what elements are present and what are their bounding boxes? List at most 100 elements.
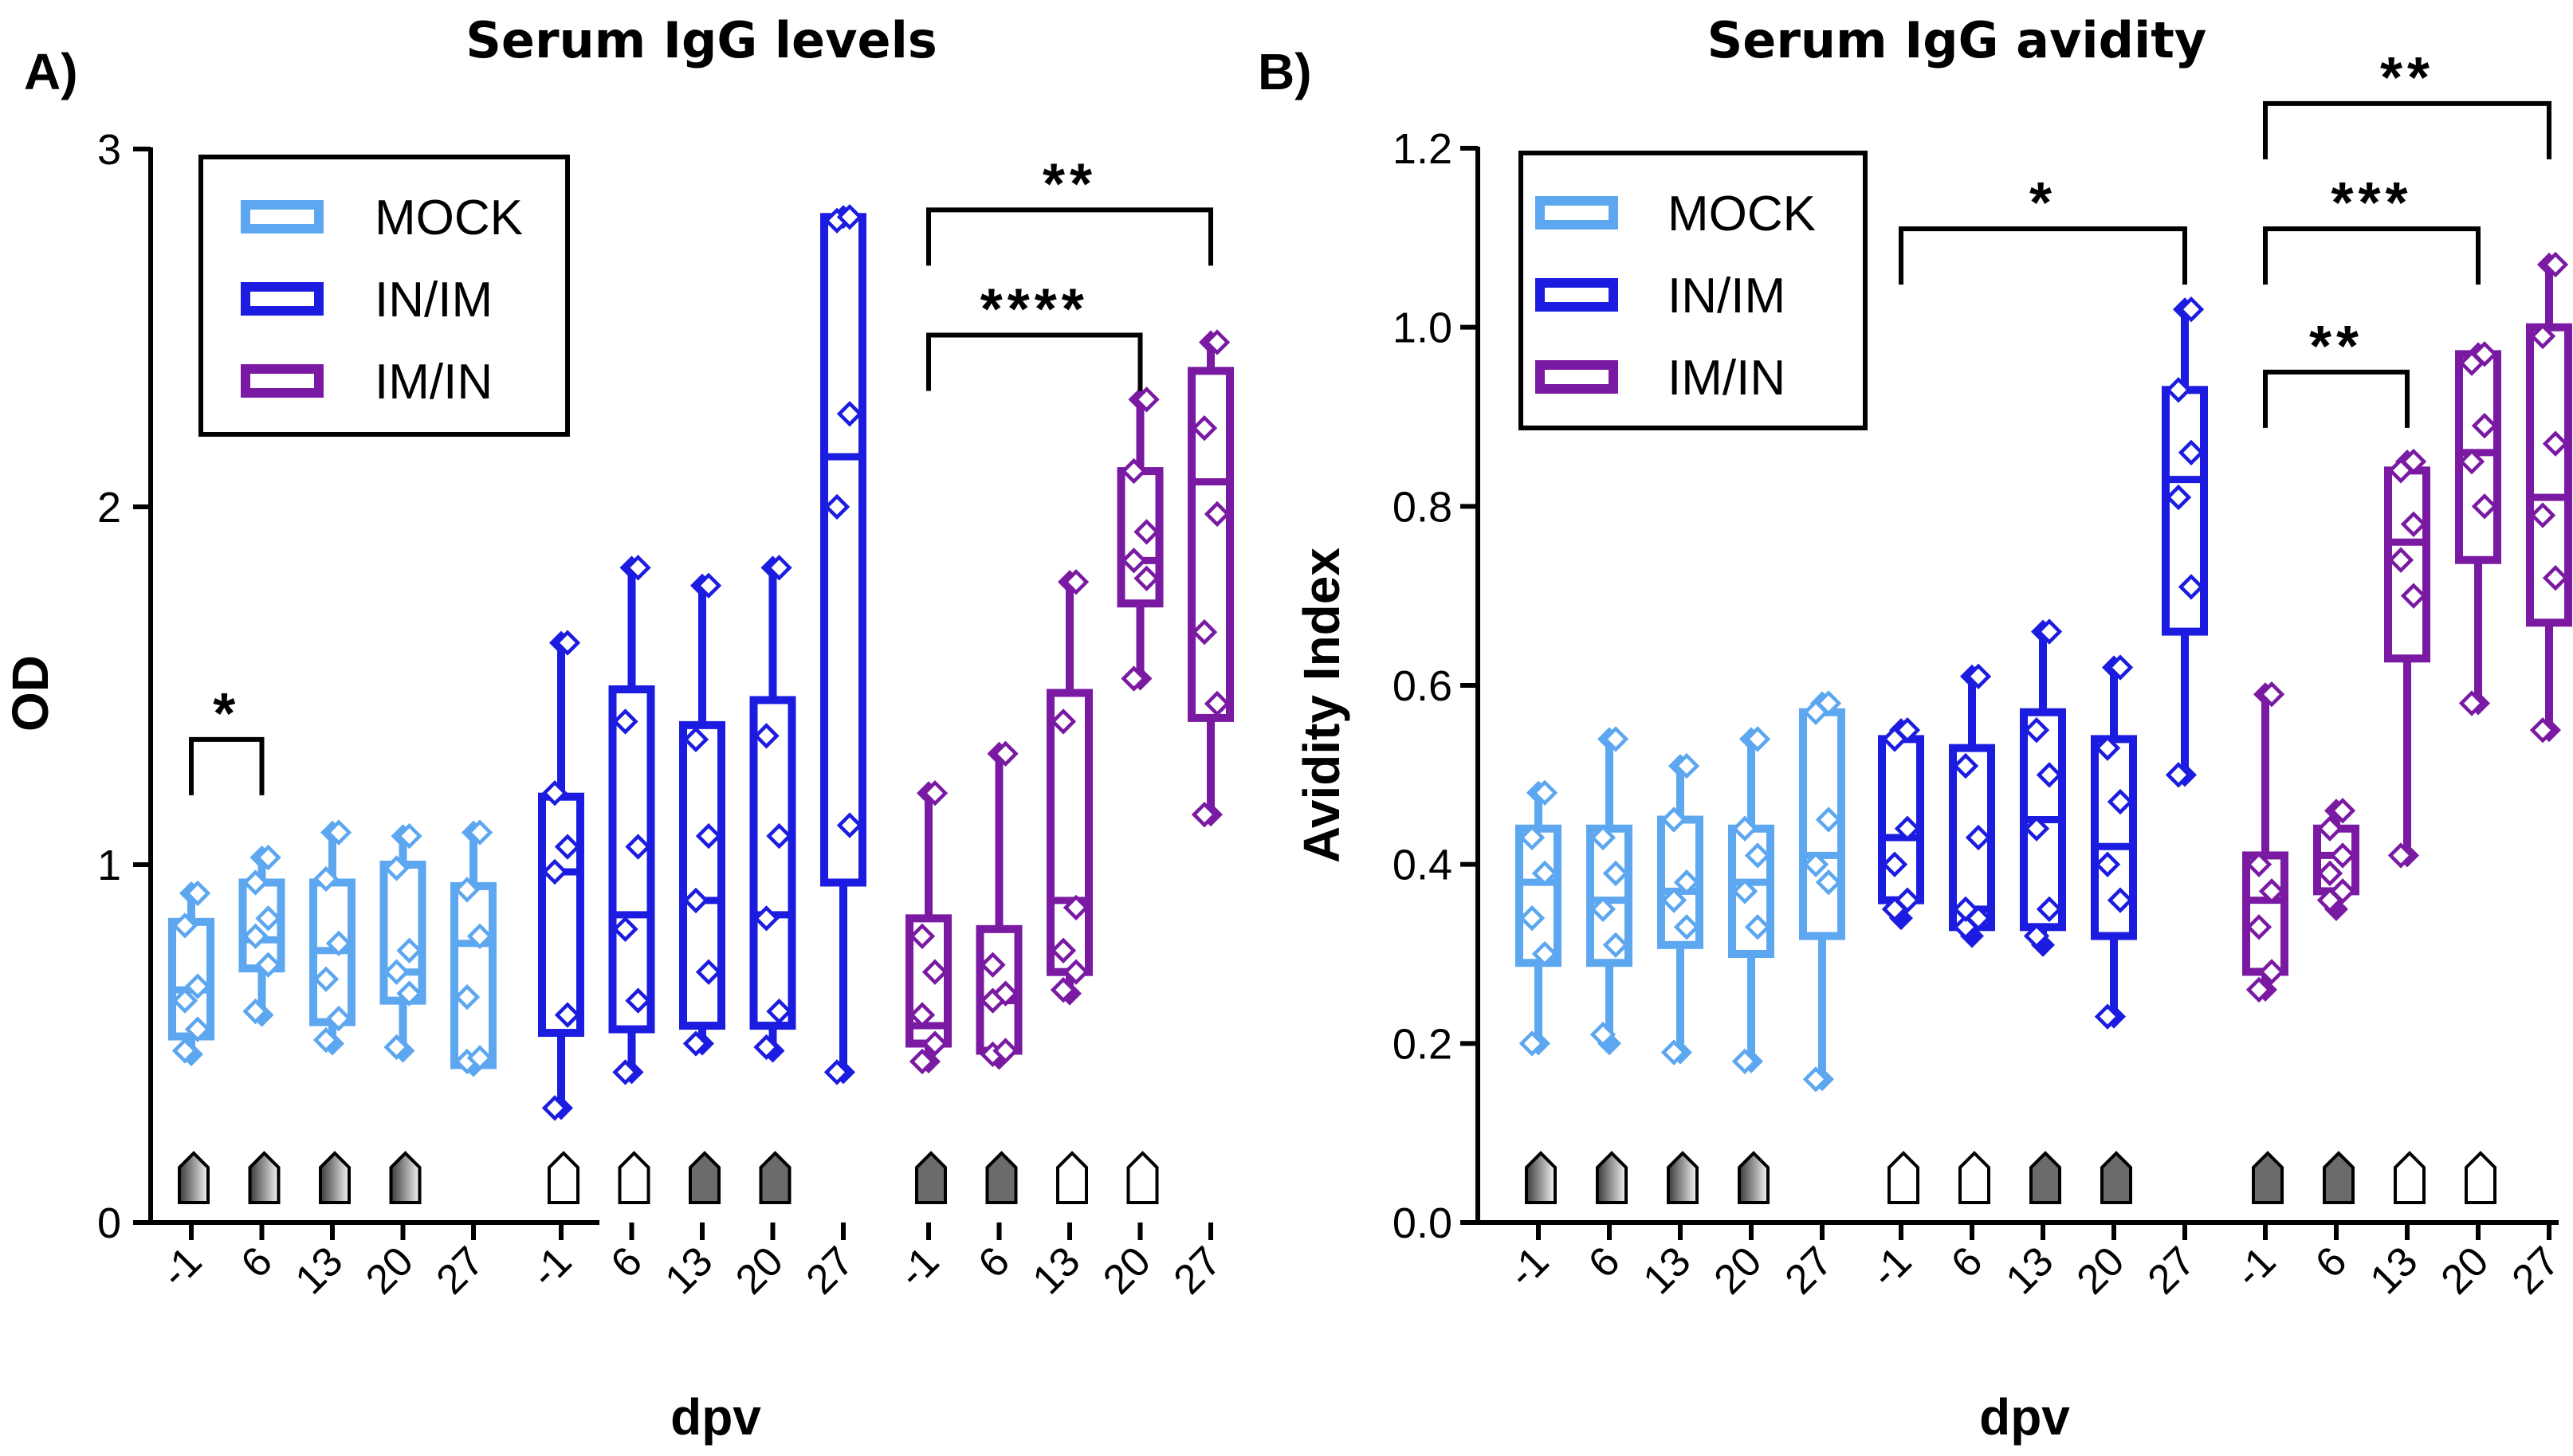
panel-label-b: B) xyxy=(1258,43,1312,100)
data-point xyxy=(992,1038,1019,1064)
x-tick-label: 27 xyxy=(428,1238,493,1303)
vaccination-marker-gradient xyxy=(389,1151,422,1204)
bracket-line xyxy=(926,207,1213,266)
significance-label: **** xyxy=(980,277,1089,341)
x-tick-label: -1 xyxy=(152,1238,211,1297)
data-point xyxy=(695,572,722,598)
data-point xyxy=(242,869,269,896)
data-point xyxy=(1815,869,1842,896)
data-point xyxy=(2036,762,2063,788)
data-point xyxy=(2542,251,2569,278)
box-mock-20 xyxy=(379,822,426,1063)
data-point xyxy=(823,1059,850,1085)
data-point xyxy=(766,555,792,581)
data-point xyxy=(255,844,281,871)
box-im-in--1 xyxy=(905,780,952,1075)
data-point xyxy=(2471,493,2498,520)
vaccination-marker-gray xyxy=(759,1151,792,1204)
bracket-line xyxy=(2263,369,2410,428)
vaccination-marker-gradient xyxy=(178,1151,210,1204)
data-point xyxy=(2094,1003,2121,1030)
data-point xyxy=(1518,824,1546,851)
x-tick-label: 27 xyxy=(798,1238,863,1303)
data-point xyxy=(2458,690,2485,716)
data-point xyxy=(242,923,269,949)
data-point xyxy=(1518,1030,1546,1057)
y-tick-label: 2 xyxy=(97,484,121,532)
x-tick-label: -1 xyxy=(1499,1238,1558,1297)
data-point xyxy=(2458,448,2485,475)
vaccination-marker-gray xyxy=(2252,1151,2284,1204)
data-point xyxy=(2165,762,2192,788)
data-point xyxy=(1952,896,1979,923)
data-point xyxy=(1744,914,1771,940)
data-point xyxy=(2542,565,2569,591)
data-point xyxy=(2400,448,2427,475)
data-point xyxy=(2542,430,2569,457)
x-tick-label: 20 xyxy=(727,1238,792,1303)
data-point xyxy=(1050,708,1077,735)
data-point xyxy=(682,1030,709,1057)
data-point xyxy=(1894,887,1921,913)
data-point xyxy=(171,1038,198,1064)
data-point xyxy=(1602,860,1629,887)
data-point xyxy=(1518,905,1546,932)
data-point xyxy=(1660,887,1687,913)
box-mock-20 xyxy=(1728,726,1774,1074)
significance-label: ** xyxy=(2380,46,2434,110)
data-point xyxy=(612,1059,638,1085)
x-tick-label: 20 xyxy=(357,1238,422,1303)
legend-label-in-im: IN/IM xyxy=(1668,269,1785,324)
data-point xyxy=(1121,665,1147,692)
box-iqr xyxy=(168,917,214,1041)
x-tick-label: -1 xyxy=(1862,1238,1921,1297)
data-point xyxy=(1204,329,1231,355)
box-in-im-6 xyxy=(608,555,655,1085)
data-point xyxy=(2329,798,2356,824)
vaccination-marker-white xyxy=(1126,1151,1159,1204)
legend-b: MOCK IN/IM IM/IN xyxy=(1518,151,1868,430)
data-point xyxy=(2258,959,2285,985)
data-point xyxy=(2023,716,2050,744)
data-point xyxy=(1133,387,1160,413)
data-point xyxy=(541,780,568,806)
significance-bracket: * xyxy=(1899,171,2187,285)
x-tick-label: 27 xyxy=(2504,1238,2569,1303)
x-tick-label: 13 xyxy=(2362,1238,2427,1303)
box-mock--1 xyxy=(1515,779,1561,1057)
data-point xyxy=(1881,851,1908,877)
data-point xyxy=(1815,806,1842,833)
data-point xyxy=(980,952,1006,978)
significance-bracket: **** xyxy=(926,277,1143,391)
bracket-line xyxy=(189,736,265,795)
vaccination-marker-gradient xyxy=(1738,1151,1770,1204)
chart-title-a: Serum IgG levels xyxy=(465,11,937,69)
data-point xyxy=(2178,439,2205,466)
data-point xyxy=(255,905,281,932)
vaccination-marker-gray xyxy=(2323,1151,2355,1204)
x-tick-label: 20 xyxy=(2068,1238,2134,1303)
data-point xyxy=(312,865,340,893)
data-point xyxy=(2529,502,2556,528)
data-point xyxy=(1589,1021,1616,1048)
box-in-im-6 xyxy=(1949,663,1995,948)
y-tick-label: 0.6 xyxy=(1393,662,1452,710)
vaccination-marker-gray xyxy=(985,1151,1018,1204)
data-point xyxy=(383,1034,410,1061)
data-point xyxy=(466,923,493,949)
vaccination-marker-white xyxy=(1958,1151,1990,1204)
bracket-line xyxy=(1899,226,2187,285)
data-point xyxy=(2023,923,2050,949)
data-point xyxy=(753,723,780,749)
box-in-im-27 xyxy=(820,204,866,1085)
data-point xyxy=(1744,726,1771,752)
box-im-in-6 xyxy=(976,740,1023,1070)
x-tick-label: 13 xyxy=(1635,1238,1700,1303)
data-point xyxy=(2165,484,2192,511)
bracket-line xyxy=(926,332,1143,391)
data-point xyxy=(1050,976,1077,1003)
significance-label: ** xyxy=(2309,315,2363,379)
data-point xyxy=(554,834,581,860)
vaccination-marker-gray xyxy=(689,1151,721,1204)
x-axis-label-a: dpv xyxy=(670,1388,761,1446)
